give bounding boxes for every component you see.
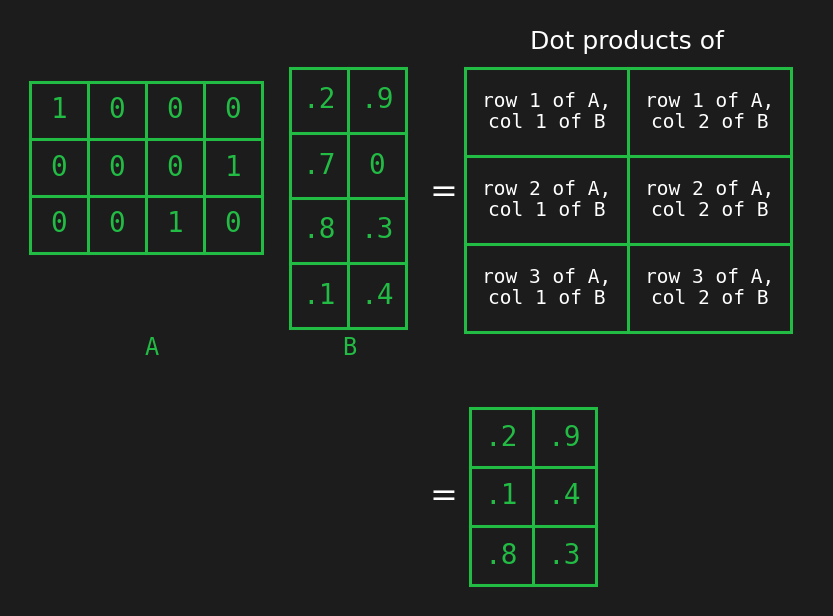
Text: .2: .2: [302, 86, 336, 115]
Text: 0: 0: [108, 211, 126, 238]
Text: .9: .9: [548, 424, 581, 452]
Text: row 2 of A,
col 2 of B: row 2 of A, col 2 of B: [645, 179, 774, 221]
Text: 0: 0: [51, 211, 67, 238]
Text: .2: .2: [485, 424, 518, 452]
Text: =: =: [429, 480, 457, 514]
Bar: [30, 82, 262, 253]
Text: row 1 of A,
col 1 of B: row 1 of A, col 1 of B: [481, 92, 611, 132]
Text: row 3 of A,
col 1 of B: row 3 of A, col 1 of B: [481, 267, 611, 309]
Text: 1: 1: [167, 211, 183, 238]
Text: 0: 0: [167, 153, 183, 182]
Text: Dot products of: Dot products of: [530, 30, 724, 54]
Text: .1: .1: [485, 482, 518, 511]
Text: 0: 0: [108, 153, 126, 182]
Text: A: A: [145, 336, 159, 360]
Text: .1: .1: [302, 282, 336, 309]
Text: row 1 of A,
col 2 of B: row 1 of A, col 2 of B: [645, 92, 774, 132]
Text: .8: .8: [302, 216, 336, 245]
Text: .8: .8: [485, 541, 518, 570]
Text: 0: 0: [369, 152, 386, 179]
Text: B: B: [342, 336, 357, 360]
Text: 1: 1: [51, 97, 67, 124]
Text: 1: 1: [225, 153, 242, 182]
Bar: [465, 68, 791, 332]
Text: 0: 0: [167, 97, 183, 124]
Text: 0: 0: [108, 97, 126, 124]
Text: .4: .4: [548, 482, 581, 511]
Text: =: =: [429, 177, 457, 209]
Text: 0: 0: [225, 211, 242, 238]
Text: .3: .3: [360, 216, 394, 245]
Text: row 2 of A,
col 1 of B: row 2 of A, col 1 of B: [481, 179, 611, 221]
Text: row 3 of A,
col 2 of B: row 3 of A, col 2 of B: [645, 267, 774, 309]
Bar: [290, 68, 406, 328]
Bar: [470, 408, 596, 585]
Text: .3: .3: [548, 541, 581, 570]
Text: 0: 0: [225, 97, 242, 124]
Text: .9: .9: [360, 86, 394, 115]
Text: .4: .4: [360, 282, 394, 309]
Text: 0: 0: [51, 153, 67, 182]
Text: .7: .7: [302, 152, 336, 179]
